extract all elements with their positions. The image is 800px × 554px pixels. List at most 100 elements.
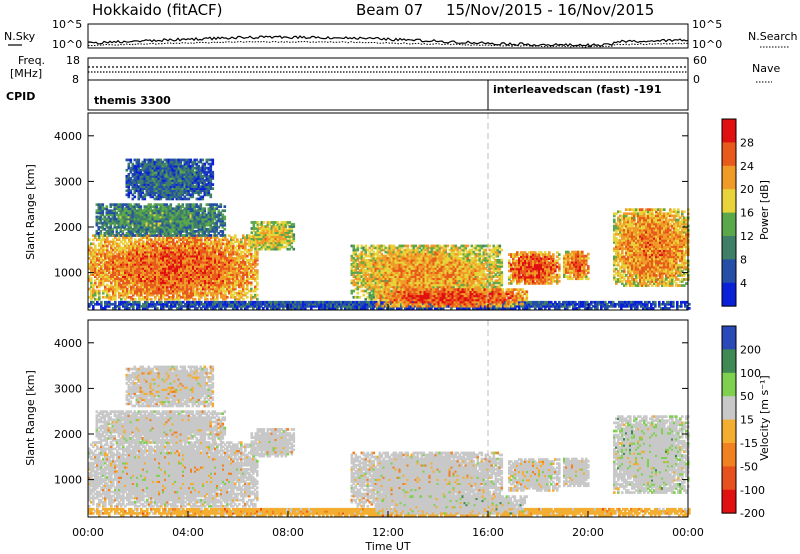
echo-cell (120, 271, 123, 274)
echo-cell (102, 263, 105, 266)
echo-cell (112, 254, 115, 258)
echo-cell (114, 281, 117, 285)
echo-cell (114, 246, 117, 250)
echo-cell (126, 252, 129, 256)
echo-cell (136, 273, 139, 276)
echo-cell (90, 242, 93, 246)
echo-cell (176, 273, 179, 276)
echo-cell (104, 267, 107, 270)
echo-cell (118, 238, 121, 242)
echo-cell (128, 258, 131, 262)
echo-cell (126, 273, 129, 276)
echo-cell (126, 289, 129, 293)
echo-cell (134, 261, 137, 264)
echo-cell (124, 256, 127, 260)
echo-cell (126, 256, 129, 260)
echo-cell (138, 258, 141, 262)
echo-cell (160, 289, 163, 293)
echo-cell (136, 258, 139, 262)
echo-cell (108, 250, 111, 254)
echo-cell (124, 236, 127, 240)
echo-cell (98, 250, 101, 254)
echo-cell (114, 258, 117, 262)
echo-cell (124, 275, 127, 278)
echo-cell (174, 256, 177, 260)
echo-cell (164, 287, 167, 291)
echo-cell (106, 293, 109, 297)
echo-cell (136, 289, 139, 293)
echo-cell (144, 267, 147, 270)
echo-cell (110, 271, 113, 274)
echo-cell (92, 258, 95, 262)
echo-cell (120, 297, 123, 301)
echo-cell (154, 295, 157, 299)
echo-cell (156, 246, 159, 250)
echo-cell (116, 238, 119, 242)
echo-cell (142, 279, 145, 283)
echo-cell (140, 267, 143, 270)
echo-cell (170, 285, 173, 289)
echo-cell (162, 238, 165, 242)
echo-cell (118, 248, 121, 252)
echo-cell (112, 265, 115, 268)
echo-cell (160, 277, 163, 281)
echo-cell (132, 265, 135, 268)
echo-cell (96, 297, 99, 301)
echo-cell (128, 289, 131, 293)
echo-cell (154, 244, 157, 248)
echo-cell (150, 297, 153, 301)
echo-cell (124, 283, 127, 287)
echo-cell (126, 275, 129, 278)
echo-cell (90, 273, 93, 276)
echo-cell (152, 271, 155, 274)
echo-cell (162, 246, 165, 250)
echo-cell (160, 263, 163, 266)
echo-cell (158, 234, 161, 237)
echo-cell (124, 244, 127, 248)
echo-cell (139, 205, 143, 208)
echo-cell (256, 297, 259, 301)
echo-cell (134, 281, 137, 285)
echo-cell (128, 236, 131, 240)
echo-cell (124, 267, 127, 270)
echo-cell (172, 295, 175, 299)
echo-cell (120, 252, 123, 256)
echo-cell (146, 271, 149, 274)
nave-tick-high: 60 (693, 54, 707, 67)
echo-cell (138, 252, 141, 256)
echo-cell (118, 244, 121, 248)
echo-cell (100, 279, 103, 283)
echo-cell (94, 267, 97, 270)
echo-cell (132, 267, 135, 270)
echo-cell (150, 285, 153, 289)
echo-cell (120, 248, 123, 252)
echo-cell (112, 244, 115, 248)
echo-cell (126, 242, 129, 246)
echo-cell (130, 252, 133, 256)
echo-cell (140, 269, 143, 272)
echo-cell (152, 244, 155, 248)
echo-cell (146, 250, 149, 254)
echo-cell (108, 261, 111, 264)
echo-cell (124, 254, 127, 258)
echo-cell (88, 238, 91, 242)
echo-cell (134, 238, 137, 242)
echo-cell (223, 234, 227, 237)
echo-cell (168, 248, 171, 252)
noise-panel-frame (87, 23, 689, 49)
echo-cell (134, 244, 137, 248)
echo-cell (94, 236, 97, 240)
echo-cell (148, 289, 151, 293)
echo-cell (130, 297, 133, 301)
echo-cell (94, 244, 97, 248)
echo-cell (104, 285, 107, 289)
echo-cell (136, 285, 139, 289)
cpid-label: CPID (6, 90, 35, 103)
echo-cell (162, 240, 165, 244)
echo-cell (170, 289, 173, 293)
echo-cell (176, 295, 179, 299)
echo-cell (132, 252, 135, 256)
echo-cell (142, 297, 145, 301)
echo-cell (94, 252, 97, 256)
echo-cell (158, 279, 161, 283)
